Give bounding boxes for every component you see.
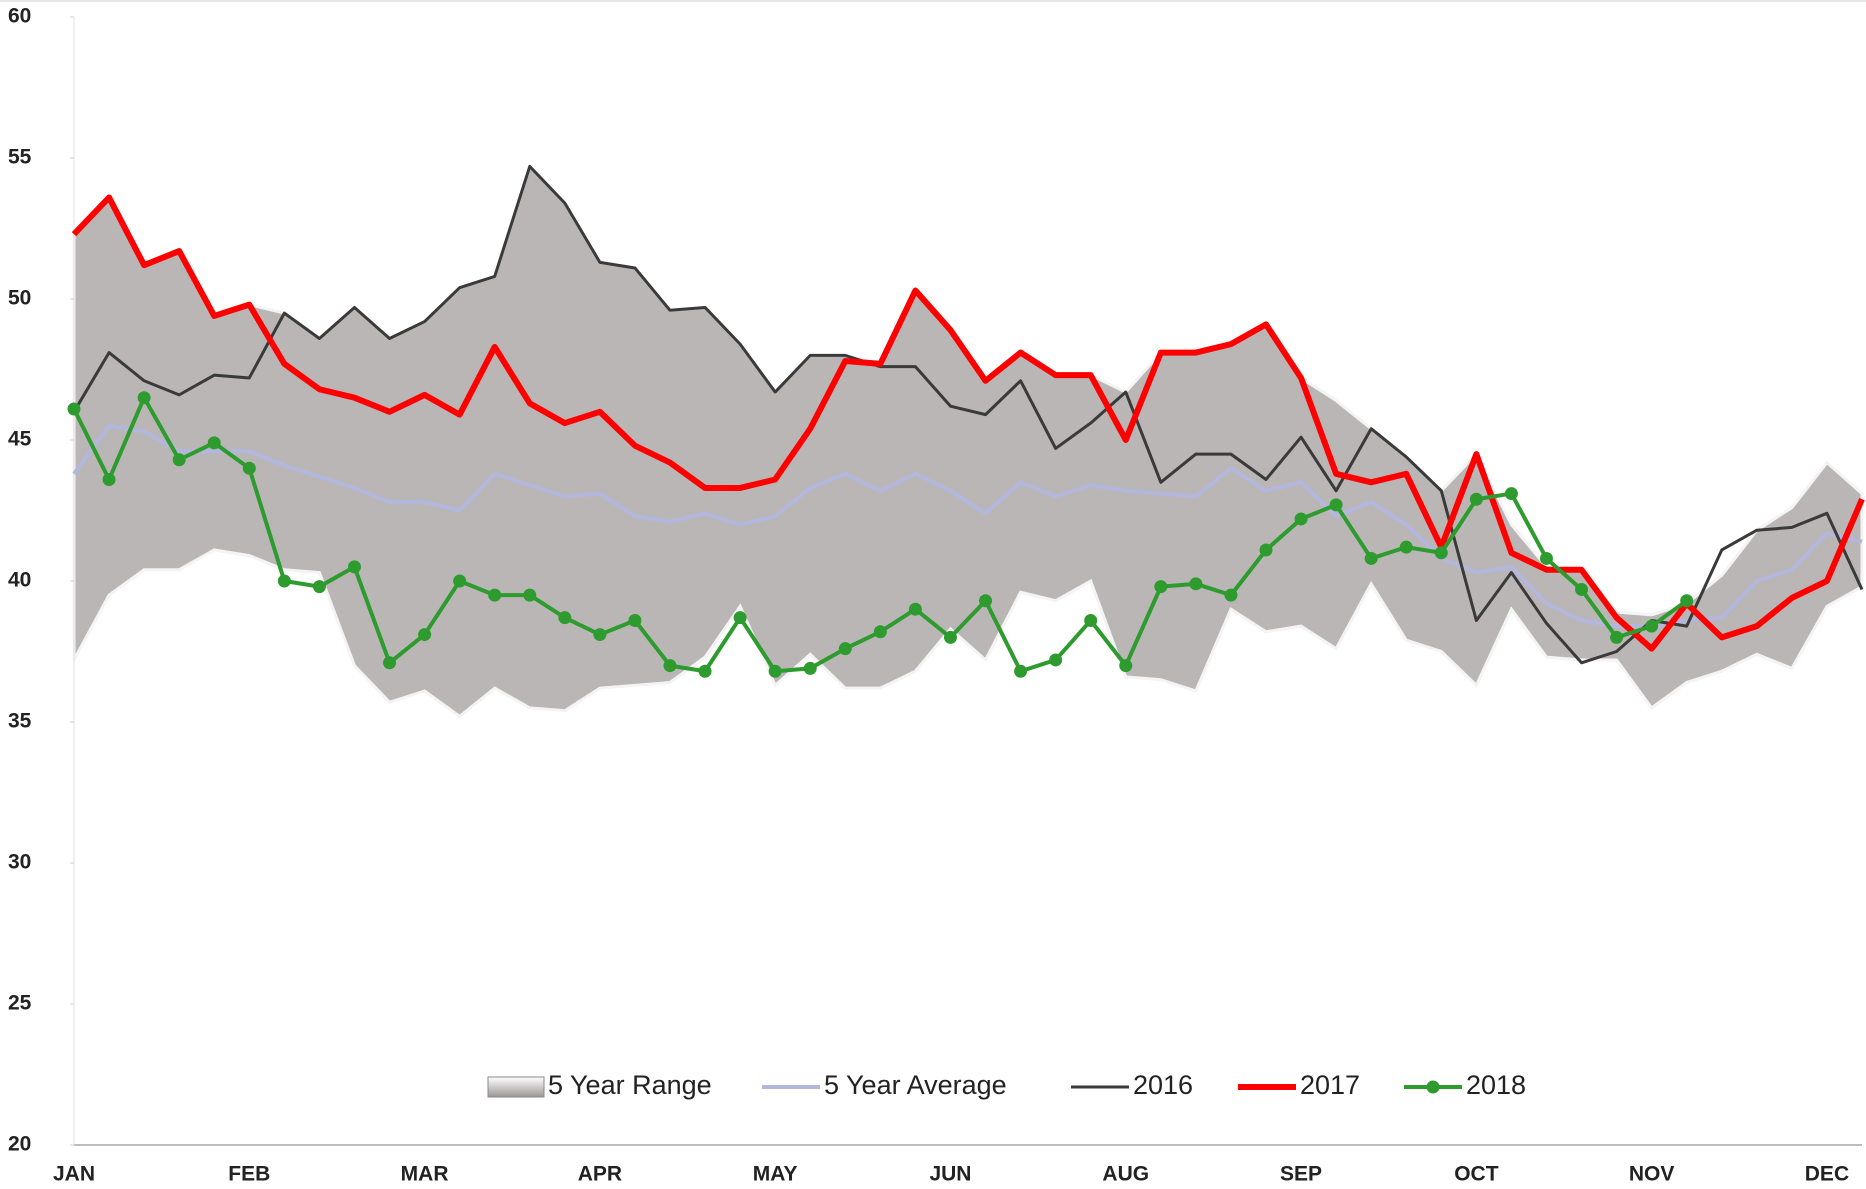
series-marker [312, 580, 326, 594]
y-tick-label: 60 [8, 5, 31, 28]
x-tick-label: SEP [1280, 1163, 1322, 1186]
series-marker [1014, 664, 1028, 678]
series-marker [628, 613, 642, 627]
series-marker [663, 659, 677, 673]
series-marker [102, 472, 116, 486]
series-marker [1504, 487, 1518, 501]
y-tick-label: 25 [8, 992, 32, 1015]
x-tick-label: AUG [1102, 1163, 1149, 1186]
series-marker [1364, 551, 1378, 565]
series-marker [1645, 619, 1659, 633]
series-marker [593, 628, 607, 642]
series-marker [908, 602, 922, 616]
series-marker [1399, 540, 1413, 554]
series-marker [1224, 588, 1238, 602]
x-tick-label: FEB [228, 1163, 270, 1186]
series-marker [242, 461, 256, 475]
series-line [71, 194, 1865, 652]
series-marker [453, 574, 467, 588]
series-marker [1469, 492, 1483, 506]
series-line [72, 423, 1863, 629]
y-tick-label: 20 [8, 1133, 31, 1156]
series-marker [838, 642, 852, 656]
x-tick-label: JUN [929, 1163, 971, 1186]
series-marker [347, 560, 361, 574]
legend-label: 2017 [1300, 1070, 1360, 1100]
x-tick-label: JAN [53, 1163, 95, 1186]
series-marker [943, 630, 957, 644]
series-marker [1294, 512, 1308, 526]
legend-label: 5 Year Average [824, 1070, 1007, 1100]
series-marker [1610, 630, 1624, 644]
series-marker [172, 453, 186, 467]
legend-marker [1426, 1080, 1440, 1094]
series-line [72, 164, 1864, 665]
y-tick-label: 35 [8, 710, 32, 733]
series-marker [137, 391, 151, 405]
x-tick-label: MAY [753, 1163, 798, 1186]
y-tick-label: 40 [8, 569, 31, 592]
legend-label: 5 Year Range [548, 1070, 712, 1100]
series-marker [207, 436, 221, 450]
series-marker [1154, 580, 1168, 594]
x-tick-label: OCT [1454, 1163, 1499, 1186]
series-marker [1680, 594, 1694, 608]
y-tick-label: 55 [8, 146, 32, 169]
series-marker [733, 611, 747, 625]
series-marker [1539, 551, 1553, 565]
range-area [72, 163, 1864, 719]
series-marker [1189, 577, 1203, 591]
series-marker [979, 594, 993, 608]
series-marker [383, 656, 397, 670]
series-marker [67, 402, 81, 416]
series-marker [558, 611, 572, 625]
series-marker [1259, 543, 1273, 557]
legend-swatch [487, 1076, 545, 1098]
series-marker [1084, 613, 1098, 627]
series-marker [418, 628, 432, 642]
series-marker [1575, 582, 1589, 596]
series-marker [1119, 659, 1133, 673]
series-marker [768, 664, 782, 678]
legend-label: 2016 [1133, 1070, 1193, 1100]
y-tick-label: 45 [8, 428, 32, 451]
series-marker [873, 625, 887, 639]
series-marker [277, 574, 291, 588]
x-tick-label: MAR [401, 1163, 449, 1186]
series-marker [1329, 498, 1343, 512]
legend-label: 2018 [1466, 1070, 1526, 1100]
x-tick-label: DEC [1805, 1163, 1849, 1186]
x-tick-label: NOV [1629, 1163, 1675, 1186]
series-marker [488, 588, 502, 602]
series-marker [803, 661, 817, 675]
series-marker [523, 588, 537, 602]
y-tick-label: 30 [8, 851, 31, 874]
series-marker [1434, 546, 1448, 560]
y-tick-label: 50 [8, 287, 31, 310]
series-marker [1049, 653, 1063, 667]
series-marker [698, 664, 712, 678]
x-tick-label: APR [578, 1163, 622, 1186]
